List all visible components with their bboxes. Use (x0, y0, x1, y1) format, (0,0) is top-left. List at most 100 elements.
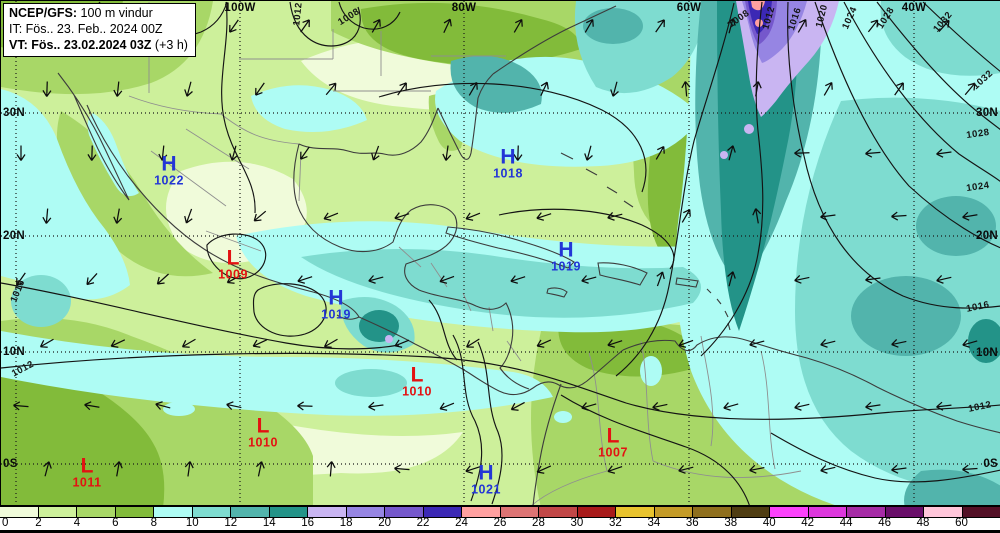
wind-arrow (795, 18, 809, 35)
wind-arrow (725, 145, 737, 162)
latitude-label: 30N (976, 107, 998, 119)
pressure-center-low: L 1010 (248, 414, 278, 450)
wind-arrow (155, 400, 172, 412)
wind-arrow (226, 401, 242, 412)
model-title-box: NCEP/GFS: 100 m vindur IT: Fös.. 23. Feb… (3, 3, 196, 58)
wind-arrow (158, 145, 168, 161)
colorbar-cell (731, 507, 770, 517)
colorbar-cell (885, 507, 924, 517)
wind-arrow (226, 272, 243, 286)
wind-arrow (13, 271, 28, 288)
pressure-center-high: H 1022 (154, 152, 184, 188)
pressure-center-high: H 1018 (493, 145, 523, 181)
wind-arrow (607, 463, 624, 475)
wind-arrow (936, 148, 952, 158)
wind-arrow (537, 81, 551, 98)
wind-arrow (511, 18, 525, 35)
colorbar-tick: 44 (839, 517, 853, 529)
wind-arrow (820, 463, 836, 474)
wind-arrow (654, 271, 667, 288)
wind-arrow (17, 146, 25, 161)
wind-arrow (466, 81, 480, 98)
wind-arrow (181, 336, 198, 350)
wind-arrow (297, 145, 312, 162)
wind-arrow (962, 211, 978, 221)
wind-arrow (465, 336, 482, 351)
colorbar-cell (924, 507, 963, 517)
colorbar-tick: 2 (35, 517, 42, 529)
wind-arrow (84, 401, 100, 411)
wind-arrow (752, 81, 762, 97)
wind-arrow (749, 464, 765, 475)
wind-arrow (84, 271, 100, 288)
colorbar-tick: 32 (608, 517, 622, 529)
colorbar-cell (654, 507, 693, 517)
wind-arrow (514, 145, 523, 160)
wind-arrow (581, 273, 598, 285)
wind-arrow (510, 399, 527, 413)
wind-arrow (652, 18, 667, 35)
colorbar-tick: 22 (416, 517, 430, 529)
model-title-line1: NCEP/GFS: 100 m vindur (9, 6, 153, 20)
model-init-time: IT: Fös.. 23. Feb.. 2024 00Z (9, 21, 163, 36)
colorbar-cell (539, 507, 578, 517)
map-canvas: 100W 80W 60W 40W 30N 20N 10N 0S 30N 20N 10N 0S H 1022… (0, 0, 1000, 508)
colorbar-cell (346, 507, 385, 517)
colorbar-tick: 60 (955, 517, 968, 529)
wind-speed-map (1, 1, 1000, 508)
longitude-label: 100W (224, 2, 256, 14)
colorbar-cell (308, 507, 347, 517)
wind-arrow (465, 463, 482, 475)
wind-arrow (510, 273, 527, 285)
colorbar-bottom-rule (0, 530, 1000, 533)
wind-arrow (725, 18, 737, 35)
colorbar-cell (77, 507, 116, 517)
model-valid-time: VT: Fös.. 23.02.2024 03Z (+3 h) (9, 37, 188, 52)
wind-arrow (678, 337, 695, 350)
wind-arrow (228, 145, 240, 162)
colorbar-tick: 0 (2, 517, 9, 529)
wind-arrow (369, 18, 383, 35)
colorbar-cell (269, 507, 308, 517)
wind-speed-colorbar: 0 2 4 6 8 10 12 14 16 18 20 22 24 26 28 30 32 34 36 38 40 42 4… (0, 505, 1000, 533)
wind-arrow (41, 461, 53, 478)
wind-arrow (368, 273, 385, 285)
colorbar-cell (847, 507, 886, 517)
wind-arrow (820, 337, 836, 348)
colorbar-tick: 4 (73, 517, 81, 529)
longitude-label: 40W (901, 2, 927, 14)
colorbar-tick: 34 (647, 517, 661, 529)
wind-arrow (679, 208, 693, 225)
wind-arrow (752, 208, 762, 224)
wind-arrow (183, 208, 196, 225)
wind-arrow (609, 81, 621, 98)
colorbar-cell (808, 507, 847, 517)
colorbar-tick: 8 (150, 517, 158, 529)
wind-arrow (184, 461, 194, 477)
wind-arrow (252, 336, 269, 350)
latitude-label: 10N (976, 347, 998, 359)
colorbar-tick: 14 (262, 517, 276, 529)
wind-arrow (865, 148, 881, 157)
colorbar-tick: 16 (301, 517, 315, 529)
pressure-center-high: H 1019 (551, 238, 581, 274)
pressure-center-low: L 1009 (218, 246, 248, 282)
wind-arrow (891, 81, 906, 98)
pressure-center-low: L 1011 (72, 454, 102, 490)
colorbar-cell (192, 507, 231, 517)
latitude-label: 20N (976, 230, 998, 242)
colorbar-cell (962, 507, 1000, 517)
wind-arrow (442, 145, 452, 161)
colorbar-tick: 46 (878, 517, 892, 529)
colorbar-cell (577, 507, 616, 517)
wind-arrow (394, 336, 411, 349)
latitude-label: 0S (3, 458, 18, 470)
pressure-center-high: H 1019 (321, 286, 351, 322)
wind-arrow (439, 399, 456, 412)
wind-arrow (439, 273, 456, 286)
wind-arrow (865, 274, 881, 284)
colorbar-cell (0, 507, 39, 517)
wind-arrow (865, 401, 881, 411)
colorbar-tick: 42 (801, 517, 815, 529)
